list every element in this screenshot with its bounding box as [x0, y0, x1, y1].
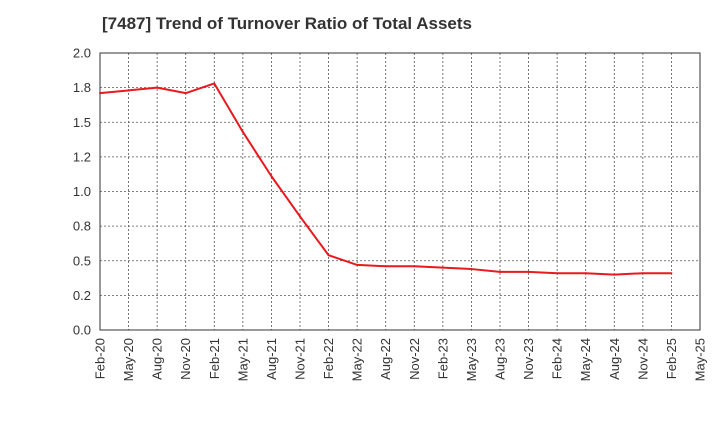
y-tick-label: 1.0 — [73, 184, 91, 199]
data-point — [499, 270, 501, 273]
x-tick-label: May-21 — [235, 338, 250, 381]
data-point — [99, 92, 101, 95]
x-tick-label: Aug-23 — [493, 338, 508, 380]
x-tick-label: Feb-23 — [435, 338, 450, 379]
y-tick-label: 1.5 — [73, 115, 91, 130]
x-tick-label: May-22 — [350, 338, 365, 381]
x-tick-label: Feb-24 — [550, 338, 565, 379]
data-point — [327, 254, 330, 257]
data-point — [441, 266, 444, 269]
data-point — [241, 130, 244, 133]
y-tick-label: 0.0 — [73, 323, 91, 338]
y-tick-label: 2.0 — [73, 46, 91, 61]
data-point — [584, 272, 587, 275]
x-tick-label: Feb-21 — [207, 338, 222, 379]
x-tick-label: Aug-22 — [378, 338, 393, 380]
data-point — [213, 82, 216, 85]
y-tick-label: 0.5 — [73, 253, 91, 268]
x-tick-label: Aug-21 — [264, 338, 279, 380]
data-point — [156, 86, 159, 89]
x-tick-label: Feb-25 — [664, 338, 679, 379]
x-tick-label: May-23 — [464, 338, 479, 381]
x-tick-label: Feb-20 — [93, 338, 108, 379]
data-point — [299, 215, 301, 218]
y-tick-label: 1.2 — [73, 149, 91, 164]
x-tick-label: Nov-24 — [635, 338, 650, 380]
x-tick-label: May-24 — [578, 338, 593, 381]
data-point — [641, 272, 644, 275]
data-point — [670, 272, 673, 275]
plot-frame — [99, 52, 701, 331]
y-tick-label: 0.8 — [73, 219, 91, 234]
x-tick-label: Nov-23 — [521, 338, 536, 380]
data-point — [470, 268, 473, 271]
x-tick-label: Aug-20 — [150, 338, 165, 380]
data-point — [270, 175, 273, 178]
y-tick-label: 1.8 — [73, 80, 91, 95]
x-tick-label: Nov-21 — [293, 338, 308, 380]
data-point — [184, 92, 187, 95]
x-tick-label: Feb-22 — [321, 338, 336, 379]
x-tick-label: Nov-22 — [407, 338, 422, 380]
data-point — [384, 265, 387, 268]
x-tick-label: Nov-20 — [178, 338, 193, 380]
data-point — [556, 272, 559, 275]
chart-title: [7487] Trend of Turnover Ratio of Total … — [102, 14, 472, 33]
data-point — [527, 270, 530, 273]
x-tick-label: Aug-24 — [607, 338, 622, 380]
x-tick-label: May-25 — [693, 338, 708, 381]
data-point — [613, 273, 616, 276]
x-tick-label: May-20 — [121, 338, 136, 381]
y-tick-label: 0.2 — [73, 288, 91, 303]
data-point — [127, 89, 130, 92]
data-point — [413, 265, 416, 268]
data-point — [356, 263, 359, 266]
